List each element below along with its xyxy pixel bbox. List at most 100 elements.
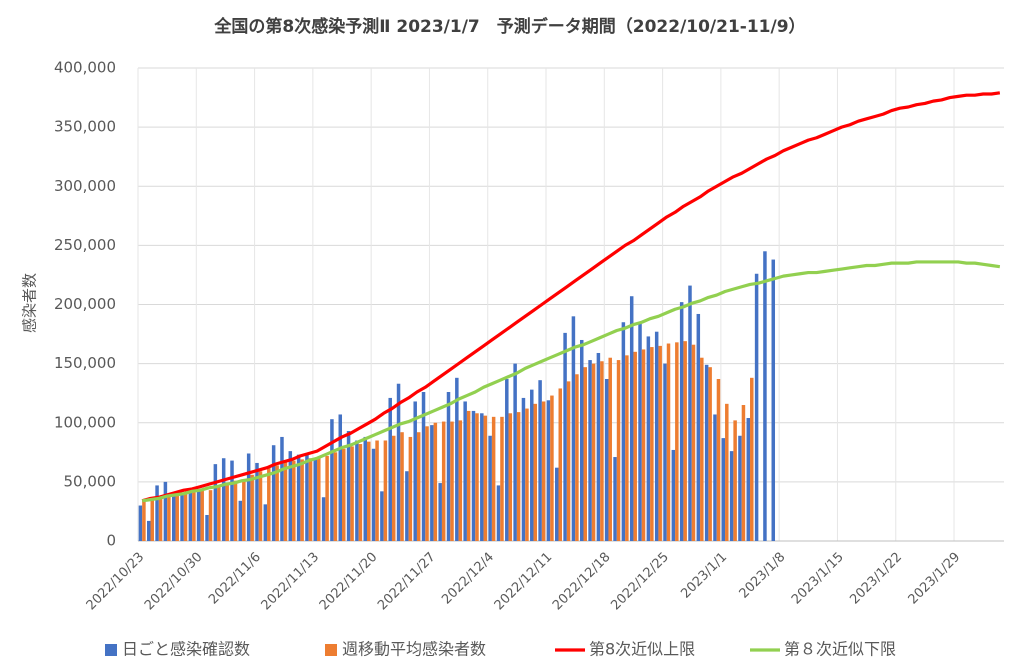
bar [388, 397, 392, 541]
x-tick-label: 2022/12/25 [608, 550, 672, 614]
bar [375, 440, 379, 541]
x-tick-label: 2023/1/1 [678, 550, 730, 602]
bar [175, 493, 179, 541]
bar [238, 500, 243, 541]
y-tick-label: 300,000 [54, 177, 116, 195]
x-tick-label: 2022/11/6 [206, 550, 264, 608]
bar [346, 431, 351, 541]
bar [550, 395, 554, 541]
bar [200, 490, 204, 541]
bar [716, 378, 721, 541]
x-tick-label: 2022/10/30 [142, 550, 206, 614]
bar [413, 401, 417, 541]
bar [666, 343, 671, 541]
x-tick-label: 2023/1/22 [847, 550, 905, 608]
bar [458, 420, 463, 541]
x-tick-label: 2022/11/13 [259, 550, 323, 614]
x-tick-label: 2022/12/4 [439, 550, 497, 608]
bar [491, 416, 496, 541]
bar [688, 285, 692, 541]
bar [721, 438, 726, 541]
bar [475, 413, 479, 541]
bar [679, 302, 684, 541]
bar [641, 349, 646, 541]
bar [446, 392, 451, 541]
bar [142, 500, 146, 541]
bar [729, 451, 734, 541]
bar [725, 403, 729, 541]
bar [208, 490, 213, 541]
bar [563, 332, 567, 541]
bar [188, 490, 193, 541]
y-tick-label: 250,000 [54, 236, 116, 254]
bar [146, 520, 151, 541]
x-tick-label: 2023/1/29 [906, 550, 964, 608]
x-tick-label: 2022/12/11 [492, 550, 556, 614]
bar [516, 412, 521, 541]
bar [629, 296, 634, 541]
bar [700, 357, 704, 541]
bar [616, 360, 621, 541]
bar [380, 491, 384, 541]
bar [217, 486, 221, 541]
x-tick-label: 2022/10/23 [84, 550, 148, 614]
bar [525, 408, 529, 541]
bar [271, 445, 276, 541]
bar [205, 514, 209, 541]
bar [283, 461, 288, 541]
bar [738, 435, 742, 541]
bar [541, 401, 546, 541]
bar [450, 421, 454, 541]
bar [292, 460, 296, 541]
bar [163, 481, 168, 541]
bar [633, 351, 637, 541]
bar [225, 483, 229, 541]
bar [530, 389, 534, 541]
bar [696, 313, 701, 541]
bar [558, 388, 563, 541]
y-tick-label: 350,000 [54, 118, 116, 136]
legend-label: 第８次近似下限 [784, 640, 896, 659]
chart-title: 全国の第8次感染予測Ⅱ 2023/1/7 予測データ期間（2022/10/21-… [213, 16, 805, 37]
bar [683, 341, 687, 541]
bar [746, 418, 751, 541]
y-axis-label: 感染者数 [21, 273, 39, 333]
bar [579, 339, 584, 541]
bar [150, 498, 154, 541]
bar [400, 432, 404, 541]
bar [391, 435, 396, 541]
legend-swatch [105, 644, 117, 656]
bar [455, 377, 459, 541]
bar [180, 493, 184, 541]
bar [242, 479, 246, 541]
bar [538, 380, 542, 541]
bar [588, 360, 592, 541]
line [141, 91, 1001, 503]
bar [421, 392, 426, 541]
bar [308, 458, 313, 541]
bar [596, 352, 601, 541]
bar [263, 504, 268, 541]
bar [704, 364, 709, 541]
bar [333, 452, 338, 541]
bar [196, 488, 201, 541]
bar [625, 355, 629, 541]
bar [621, 322, 626, 541]
bar [591, 363, 596, 541]
y-tick-label: 0 [106, 532, 116, 550]
x-tick-label: 2022/11/27 [375, 550, 439, 614]
bar [267, 467, 271, 541]
bar [255, 462, 259, 541]
bar [138, 505, 143, 541]
bar [466, 410, 471, 541]
bar [321, 497, 326, 541]
bar [155, 485, 159, 541]
bar [763, 251, 767, 541]
bar [754, 273, 759, 541]
bar [555, 467, 559, 541]
bar [600, 361, 604, 541]
bar [416, 432, 421, 541]
x-tick-label: 2023/1/15 [789, 550, 847, 608]
bar [654, 331, 659, 541]
x-tick-label: 2023/1/8 [737, 550, 789, 602]
